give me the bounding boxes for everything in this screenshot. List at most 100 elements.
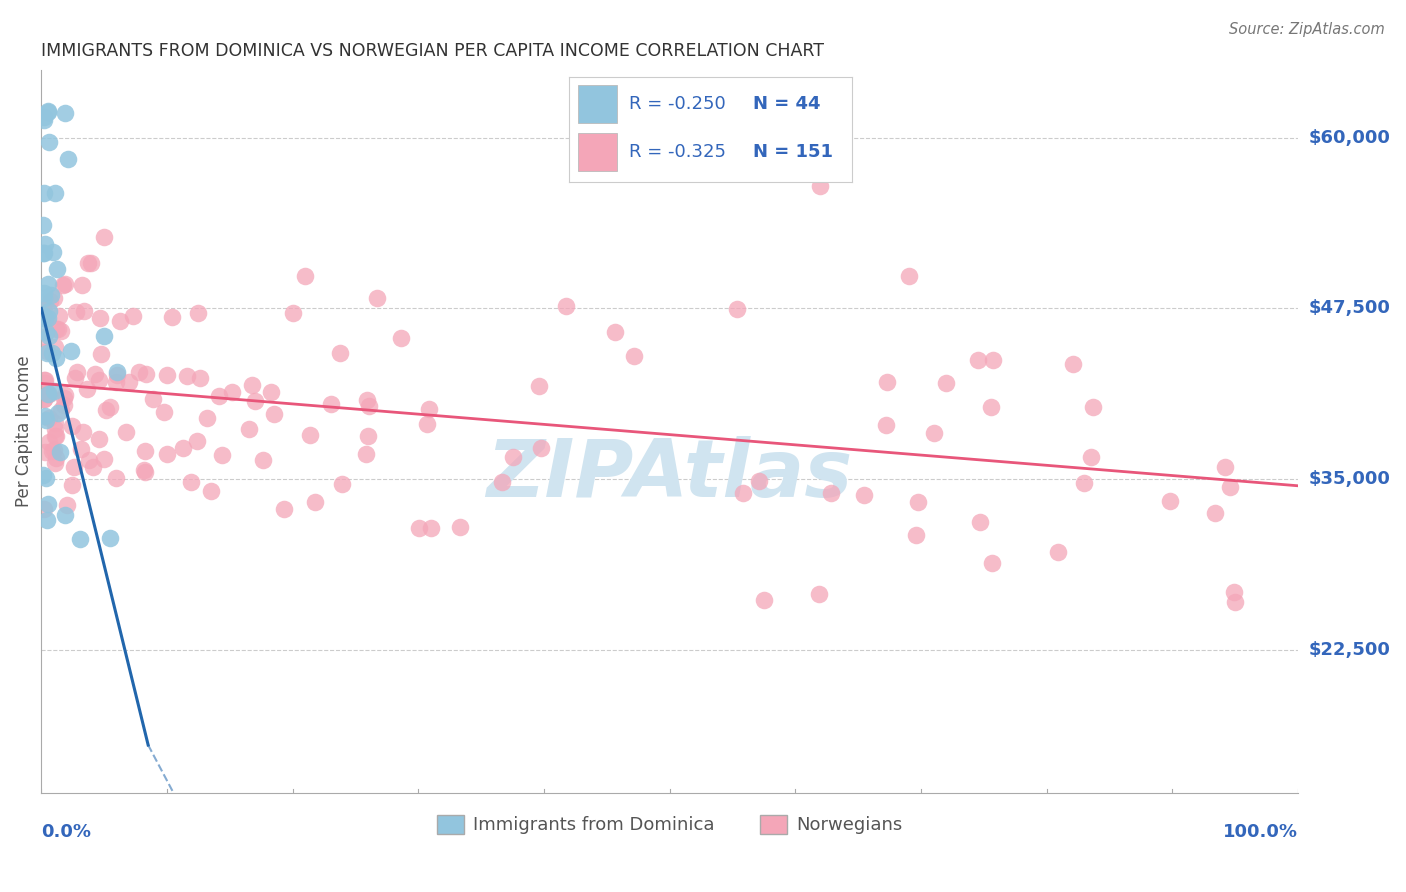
Point (491, 475, 513, 489)
Point (70, 277, 93, 292)
Point (200, 484, 222, 499)
Point (63, 459, 86, 474)
Point (188, 371, 211, 385)
Point (90, 347, 112, 361)
Point (77, 256, 100, 270)
Point (44, 422, 66, 436)
Text: $35,000: $35,000 (1309, 470, 1391, 488)
Point (105, 365, 128, 379)
Point (128, 365, 150, 379)
Point (52, 391, 75, 405)
Point (87, 372, 110, 386)
Point (60, 344, 83, 359)
Point (35, 326, 58, 340)
Point (105, 375, 128, 389)
Point (38, 386, 60, 401)
Point (408, 520, 430, 534)
Point (32, 392, 55, 406)
Point (32, 392, 55, 406)
Point (118, 375, 141, 389)
Point (41, 346, 63, 360)
Point (45, 429, 67, 443)
Point (733, 486, 755, 500)
Point (34, 387, 56, 401)
Y-axis label: Per Capita Income: Per Capita Income (15, 355, 32, 507)
Point (32, 501, 55, 516)
Point (356, 392, 378, 407)
Point (122, 310, 145, 324)
Point (37, 345, 59, 359)
Point (34, 237, 56, 252)
Point (156, 447, 179, 461)
Point (1081, 400, 1104, 414)
Point (45, 322, 67, 336)
Point (34, 444, 56, 458)
Text: 100.0%: 100.0% (1223, 823, 1298, 841)
Point (34, 409, 56, 424)
Point (1073, 476, 1095, 491)
Point (240, 378, 263, 392)
Point (419, 521, 441, 535)
Point (1080, 450, 1102, 464)
Point (65, 371, 87, 385)
Point (304, 495, 326, 509)
Point (1222, 585, 1244, 599)
Point (34, 376, 56, 390)
Point (89, 310, 111, 325)
Point (46, 406, 69, 420)
Point (93, 229, 115, 244)
Point (153, 405, 176, 419)
Point (273, 501, 295, 516)
Point (53, 387, 76, 401)
Point (449, 519, 471, 533)
Point (748, 474, 770, 488)
Point (93, 452, 115, 467)
Point (45, 351, 67, 366)
Point (1204, 507, 1226, 521)
Point (38, 411, 60, 425)
Point (44, 456, 66, 470)
Point (820, 486, 842, 500)
Point (907, 494, 929, 508)
Text: ZIPAtlas: ZIPAtlas (486, 435, 853, 514)
Text: $47,500: $47,500 (1309, 300, 1391, 318)
Point (898, 268, 921, 283)
Point (72, 303, 94, 318)
Point (32, 373, 55, 387)
Point (84, 368, 107, 382)
Point (808, 587, 831, 601)
Point (969, 515, 991, 529)
Point (922, 426, 945, 441)
Point (32, 112, 55, 127)
Point (35, 312, 58, 326)
Point (32, 330, 55, 344)
Point (876, 375, 898, 389)
Point (45, 261, 67, 276)
Point (44, 443, 66, 458)
Point (44, 429, 66, 443)
Point (211, 449, 233, 463)
Point (172, 442, 194, 456)
Point (294, 268, 316, 283)
Point (354, 447, 377, 461)
Point (37, 277, 59, 292)
Point (357, 399, 380, 413)
Point (32, 291, 55, 305)
Point (37, 103, 59, 118)
Point (31, 468, 53, 483)
Point (156, 368, 179, 383)
Point (94, 403, 117, 417)
Point (418, 402, 440, 417)
Point (69, 532, 91, 546)
Point (142, 392, 165, 406)
Point (44, 340, 66, 354)
Point (1213, 460, 1236, 475)
Point (260, 385, 283, 400)
Point (41, 444, 63, 458)
Point (53, 399, 76, 413)
Point (980, 400, 1002, 414)
Point (34, 186, 56, 201)
Point (38, 135, 60, 149)
Point (82, 460, 104, 475)
Point (134, 465, 156, 479)
